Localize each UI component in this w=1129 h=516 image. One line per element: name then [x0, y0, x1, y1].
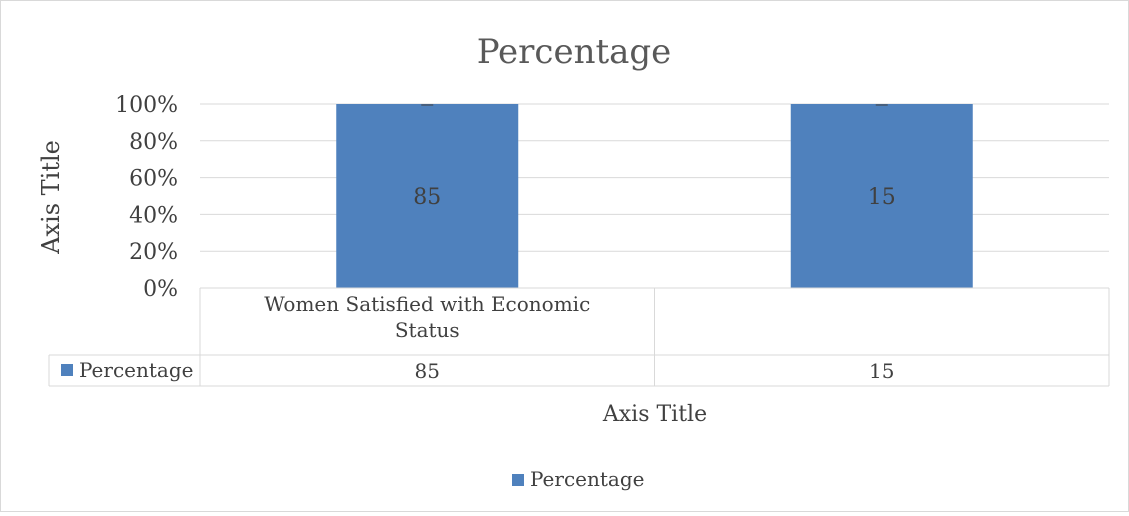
y-tick-label: 20% [129, 240, 178, 265]
bar-data-label: 85 [413, 185, 441, 210]
bar [336, 104, 519, 288]
y-axis-title: Axis Title [37, 140, 65, 255]
x-axis-title: Axis Title [602, 402, 707, 427]
table-row-label: Percentage [79, 358, 193, 382]
y-axis-tick-labels: 0% 20% 40% 60% 80% 100% [115, 93, 178, 302]
bars: 85 15 [336, 104, 973, 288]
y-tick-label: 40% [129, 203, 178, 228]
legend-swatch [512, 474, 524, 486]
y-tick-label: 0% [143, 277, 178, 302]
table-value-cell: 15 [869, 359, 894, 383]
data-table: Women Satisfied with Economic Status Perce… [48, 287, 1110, 387]
bar-data-label: 15 [868, 185, 896, 210]
chart-title: Percentage [477, 32, 672, 72]
legend: Percentage [512, 467, 644, 491]
y-tick-label: 60% [129, 167, 178, 192]
y-tick-label: 100% [115, 93, 178, 118]
y-tick-label: 80% [129, 130, 178, 155]
legend-label: Percentage [530, 467, 644, 491]
category-label: Women Satisfied with Economic Status [264, 292, 590, 342]
table-value-cell: 85 [415, 359, 440, 383]
table-legend-key [61, 364, 73, 376]
bar [790, 104, 973, 288]
